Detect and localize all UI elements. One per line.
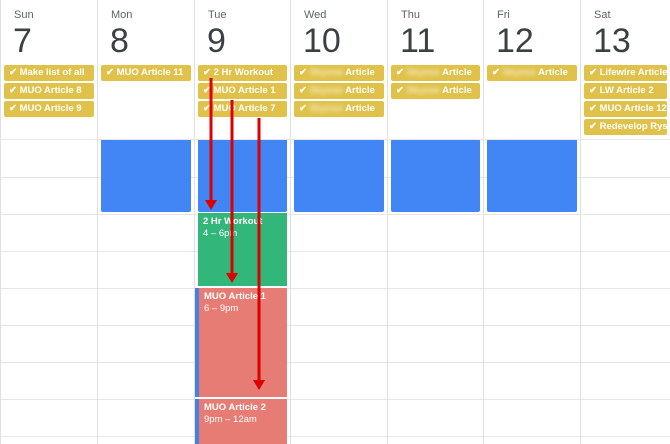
check-icon: ✔: [589, 85, 597, 96]
check-icon: ✔: [9, 103, 17, 114]
day-of-week: Sun: [14, 9, 34, 21]
day-column-thu[interactable]: Thu 11 ✔ Skyose Article ✔ Skyose Article: [387, 0, 483, 444]
check-icon: ✔: [589, 67, 597, 78]
check-icon: ✔: [589, 103, 597, 114]
check-icon: ✔: [203, 67, 211, 78]
day-column-sun[interactable]: Sun 7 ✔ Make list of all ✔ MUO Article 8 ✔ M…: [0, 0, 97, 444]
task-chip[interactable]: ✔ MUO Article 9: [4, 101, 94, 117]
hour-line: [0, 399, 670, 400]
day-of-week: Thu: [401, 9, 420, 21]
check-icon: ✔: [589, 121, 597, 132]
day-number[interactable]: 11: [400, 22, 436, 60]
event-title: 2 Hr Workout: [203, 216, 263, 227]
day-column-tue[interactable]: Tue 9 ✔ 2 Hr Workout ✔ MUO Article 1 ✔ MUO A…: [194, 0, 290, 444]
task-chip[interactable]: ✔ 2 Hr Workout: [198, 65, 287, 81]
check-icon: ✔: [299, 103, 307, 114]
busy-block[interactable]: [487, 139, 577, 212]
check-icon: ✔: [9, 67, 17, 78]
task-chip[interactable]: ✔ Skyose Article: [487, 65, 577, 81]
hour-line: [0, 362, 670, 363]
task-chip[interactable]: ✔ Skyose Article: [391, 83, 480, 99]
busy-block[interactable]: [198, 139, 287, 212]
hour-line: [0, 251, 670, 252]
task-chip[interactable]: ✔ Skyose Article: [294, 83, 384, 99]
event-title: MUO Article 2: [204, 402, 266, 413]
event-time: 6 – 9pm: [204, 303, 239, 314]
day-of-week: Tue: [208, 9, 227, 21]
task-chip[interactable]: ✔ LW Article 2: [584, 83, 667, 99]
day-column-sat[interactable]: Sat 13 ✔ Lifewire Article ✔ LW Article 2 ✔ M…: [580, 0, 670, 444]
task-chip[interactable]: ✔ MUO Article 12: [584, 101, 667, 117]
day-column-fri[interactable]: Fri 12 ✔ Skyose Article: [483, 0, 580, 444]
task-chip[interactable]: ✔ MUO Article 11: [101, 65, 191, 81]
check-icon: ✔: [299, 85, 307, 96]
divider: [0, 139, 670, 140]
day-number[interactable]: 9: [207, 22, 226, 60]
busy-block[interactable]: [101, 139, 191, 212]
check-icon: ✔: [396, 67, 404, 78]
event-title: MUO Article 1: [204, 291, 266, 302]
task-chip[interactable]: ✔ Skyose Article: [294, 65, 384, 81]
day-column-mon[interactable]: Mon 8 ✔ MUO Article 11: [97, 0, 194, 444]
day-number[interactable]: 8: [110, 22, 129, 60]
event-time: 9pm – 12am: [204, 414, 257, 425]
check-icon: ✔: [203, 85, 211, 96]
event-time: 4 – 6pm: [203, 228, 238, 239]
day-of-week: Fri: [497, 9, 510, 21]
day-of-week: Wed: [304, 9, 327, 21]
task-chip[interactable]: ✔ Skyose Article: [294, 101, 384, 117]
task-chip[interactable]: ✔ MUO Article 1: [198, 83, 287, 99]
calendar-event[interactable]: MUO Article 2 9pm – 12am: [195, 399, 287, 444]
check-icon: ✔: [299, 67, 307, 78]
busy-block[interactable]: [294, 139, 384, 212]
hour-line: [0, 325, 670, 326]
day-of-week: Sat: [594, 9, 611, 21]
task-chip[interactable]: ✔ Redevelop Rys: [584, 119, 667, 135]
day-number[interactable]: 12: [496, 22, 534, 60]
day-number[interactable]: 7: [13, 22, 32, 60]
task-chip[interactable]: ✔ MUO Article 8: [4, 83, 94, 99]
check-icon: ✔: [492, 67, 500, 78]
day-number[interactable]: 10: [303, 22, 341, 60]
busy-block[interactable]: [391, 139, 480, 212]
calendar-event[interactable]: 2 Hr Workout 4 – 6pm: [198, 213, 287, 286]
hour-line: [0, 214, 670, 215]
task-chip[interactable]: ✔ Lifewire Article: [584, 65, 667, 81]
day-of-week: Mon: [111, 9, 133, 21]
check-icon: ✔: [106, 67, 114, 78]
day-number[interactable]: 13: [593, 22, 631, 60]
day-column-wed[interactable]: Wed 10 ✔ Skyose Article ✔ Skyose Article ✔ S…: [290, 0, 387, 444]
hour-line: [0, 436, 670, 437]
hour-line: [0, 288, 670, 289]
task-chip[interactable]: ✔ MUO Article 7: [198, 101, 287, 117]
check-icon: ✔: [9, 85, 17, 96]
task-chip[interactable]: ✔ Skyose Article: [391, 65, 480, 81]
task-chip[interactable]: ✔ Make list of all: [4, 65, 94, 81]
check-icon: ✔: [396, 85, 404, 96]
check-icon: ✔: [203, 103, 211, 114]
